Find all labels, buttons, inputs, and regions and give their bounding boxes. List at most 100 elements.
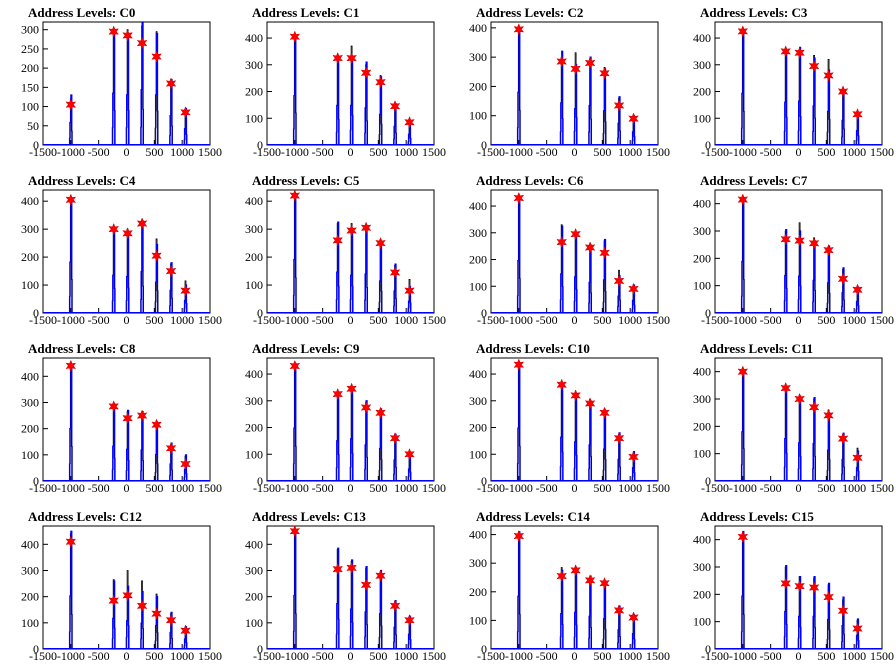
blue-histogram-spike (293, 362, 297, 481)
blue-histogram-spike (602, 581, 607, 649)
x-tick-label: 500 (593, 649, 611, 663)
x-tick-label: 500 (593, 145, 611, 159)
blue-histogram-spike (350, 386, 354, 481)
peak-marker (289, 359, 301, 373)
peak-marker (404, 614, 415, 627)
peak-marker (65, 359, 77, 373)
blue-histogram-spike (126, 409, 130, 481)
blue-histogram-spike (293, 34, 297, 145)
y-tick-label: 300 (693, 58, 711, 72)
peak-marker (346, 561, 357, 575)
peak-marker (794, 46, 805, 59)
y-tick-label: 300 (469, 50, 487, 64)
x-tick-label: 1500 (422, 313, 446, 327)
peak-marker (513, 23, 525, 36)
y-tick-label: 400 (245, 31, 263, 45)
y-tick-label: 200 (21, 61, 39, 75)
x-tick-label: -1500 (701, 481, 729, 495)
blue-histogram-spike (588, 56, 592, 145)
y-tick-label: 400 (245, 537, 263, 551)
x-tick-label: 1000 (842, 649, 866, 663)
blue-histogram-spike (364, 400, 368, 481)
x-tick-label: 1500 (870, 145, 894, 159)
peak-marker (628, 611, 639, 624)
y-tick-label: 0 (33, 642, 39, 656)
chart-title: Address Levels: C2 (476, 5, 584, 20)
x-tick-label: 1000 (618, 145, 642, 159)
x-tick-label: 1500 (870, 481, 894, 495)
blue-histogram-spike (588, 244, 592, 313)
blue-histogram-spike (364, 225, 368, 313)
x-tick-label: -500 (536, 649, 558, 663)
blue-histogram-spike (407, 453, 412, 481)
x-tick-label: -500 (760, 145, 782, 159)
y-tick-label: 100 (245, 111, 263, 125)
peak-marker (136, 409, 148, 422)
x-tick-label: -500 (88, 313, 110, 327)
blue-histogram-spike (378, 76, 383, 145)
y-tick-label: 300 (245, 563, 263, 577)
histogram-plot: 0 100 200 300 400 -1500 -1000 -500 0 500 1000 1500 (469, 189, 670, 327)
peak-marker (289, 525, 301, 538)
y-tick-label: 400 (469, 21, 487, 35)
x-tick-label: -500 (312, 481, 334, 495)
y-tick-label: 300 (21, 222, 39, 236)
peak-marker (737, 365, 749, 378)
x-tick-label: 1500 (198, 481, 222, 495)
histogram-plot: 0 100 200 300 400 -1500 -1000 -500 0 500 1000 1500 (469, 21, 670, 159)
peak-marker (808, 237, 820, 250)
x-tick-label: -500 (760, 313, 782, 327)
x-tick-label: 500 (145, 481, 163, 495)
x-tick-label: 0 (124, 145, 130, 159)
x-tick-label: -1000 (729, 649, 757, 663)
blue-histogram-spike (112, 29, 116, 145)
blue-histogram-spike (560, 382, 564, 481)
peak-marker (332, 563, 344, 576)
blue-histogram-spike (393, 102, 397, 145)
peak-marker (613, 99, 625, 112)
y-tick-label: 0 (705, 474, 711, 488)
blue-histogram-spike (741, 29, 745, 145)
blue-histogram-spike (841, 89, 845, 145)
peak-marker (570, 564, 581, 577)
peak-marker (375, 406, 386, 419)
chart-title: Address Levels: C6 (476, 173, 584, 188)
y-tick-label: 0 (705, 138, 711, 152)
peak-marker (737, 193, 749, 206)
x-tick-label: 1500 (646, 313, 670, 327)
y-tick-label: 300 (21, 23, 39, 37)
x-tick-label: 0 (572, 145, 578, 159)
x-tick-label: -1500 (29, 481, 57, 495)
x-tick-label: -1500 (477, 313, 505, 327)
x-tick-label: -1500 (701, 313, 729, 327)
y-tick-label: 400 (469, 199, 487, 213)
peak-marker (737, 25, 749, 38)
x-tick-label: 1500 (198, 649, 222, 663)
x-tick-label: 1500 (870, 649, 894, 663)
x-tick-label: 0 (124, 313, 130, 327)
y-tick-label: 200 (21, 250, 39, 264)
x-tick-label: 1500 (198, 313, 222, 327)
y-tick-label: 200 (693, 85, 711, 99)
x-tick-label: 1000 (170, 649, 194, 663)
peak-marker (794, 234, 805, 247)
peak-marker (780, 577, 792, 590)
y-tick-label: 400 (245, 367, 263, 381)
chart-panel: Address Levels: C10 0 100 200 300 400 -1500 -10… (448, 336, 672, 504)
peak-marker (794, 392, 805, 406)
x-tick-label: -500 (536, 481, 558, 495)
x-tick-label: -1000 (729, 145, 757, 159)
chart-panel: Address Levels: C14 0 100 200 300 400 -1500 -10… (448, 504, 672, 672)
peak-marker (570, 389, 581, 402)
y-tick-label: 300 (21, 563, 39, 577)
chart-title: Address Levels: C4 (28, 173, 136, 188)
peak-marker (837, 604, 849, 617)
blue-histogram-spike (140, 411, 144, 481)
blue-histogram-spike (69, 199, 73, 313)
blue-histogram-spike (350, 56, 354, 145)
x-tick-label: -1000 (281, 481, 309, 495)
y-tick-label: 400 (693, 31, 711, 45)
histogram-plot: 0 100 200 300 400 -1500 -1000 -500 0 500 1000 1500 (245, 21, 446, 159)
peak-marker (837, 85, 849, 98)
peak-marker (613, 604, 625, 617)
